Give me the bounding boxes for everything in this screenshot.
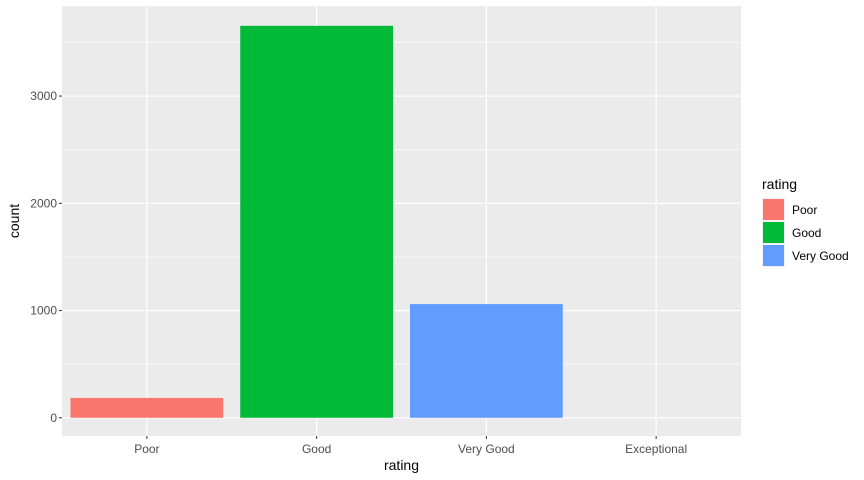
y-axis-title: count bbox=[6, 204, 22, 238]
legend-swatch bbox=[763, 222, 784, 243]
bar bbox=[240, 25, 394, 418]
legend-swatch bbox=[763, 199, 784, 220]
legend-label: Good bbox=[792, 226, 821, 240]
y-tick-label: 3000 bbox=[30, 89, 57, 103]
bar bbox=[409, 304, 563, 418]
x-axis: Poor Good Very Good Exceptional bbox=[134, 436, 687, 456]
x-tick-label: Exceptional bbox=[625, 442, 687, 456]
y-tick-label: 0 bbox=[50, 411, 57, 425]
legend-label: Poor bbox=[792, 203, 817, 217]
y-axis: 0 1000 2000 3000 bbox=[30, 89, 62, 425]
y-tick-label: 2000 bbox=[30, 196, 57, 210]
plot-panel bbox=[62, 6, 741, 436]
x-tick-label: Very Good bbox=[458, 442, 515, 456]
legend-swatch bbox=[763, 245, 784, 266]
minor-gridlines bbox=[62, 42, 741, 365]
legend-title: rating bbox=[762, 176, 797, 192]
bar bbox=[70, 397, 224, 418]
x-tick-label: Poor bbox=[134, 442, 159, 456]
legend: rating Poor Good Very Good bbox=[762, 176, 849, 267]
x-tick-label: Good bbox=[302, 442, 331, 456]
legend-label: Very Good bbox=[792, 249, 849, 263]
x-axis-title: rating bbox=[384, 457, 419, 473]
bars bbox=[70, 25, 563, 418]
y-tick-label: 1000 bbox=[30, 304, 57, 318]
